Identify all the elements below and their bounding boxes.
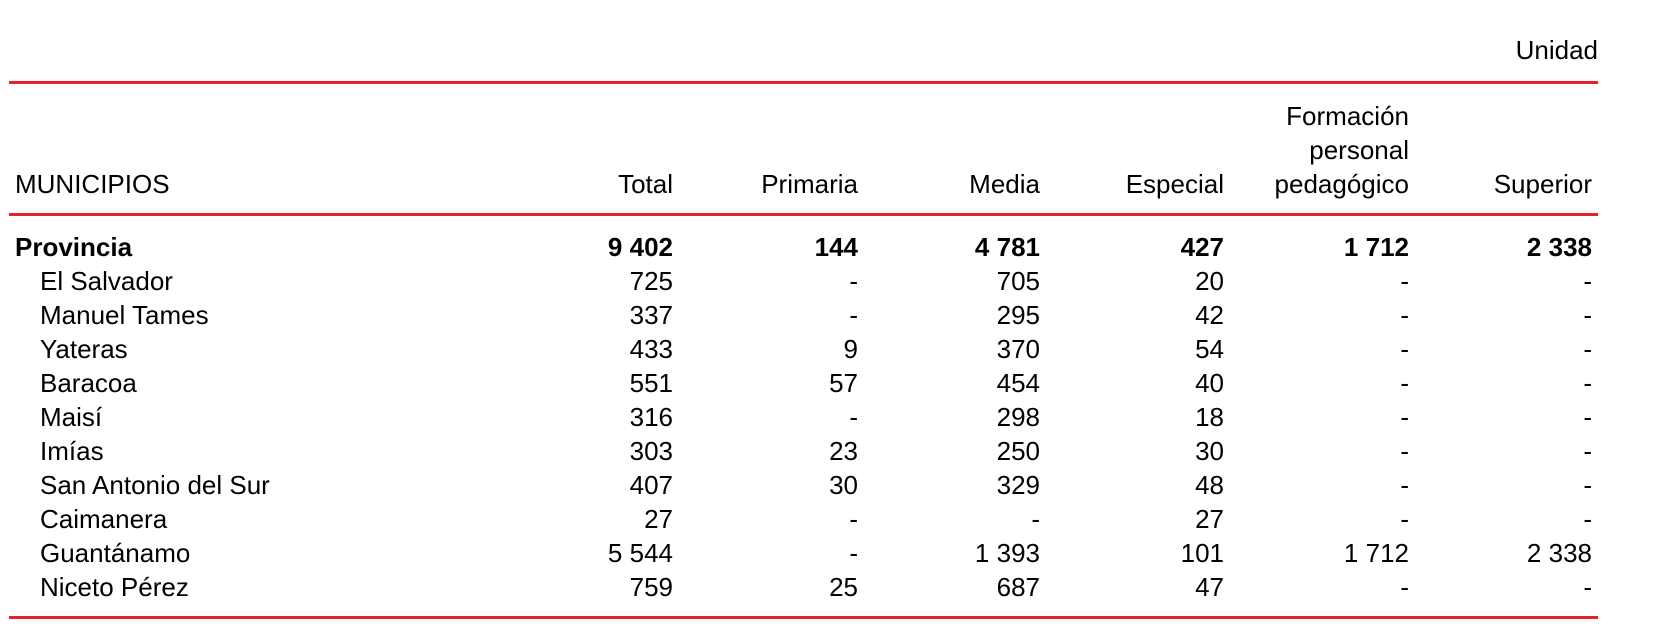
data-cell: 303 (629, 436, 673, 466)
row-label: Yateras (40, 334, 128, 364)
row-label: Provincia (15, 232, 133, 262)
column-header: Especial (1125, 169, 1224, 199)
row-label: Imías (40, 436, 104, 466)
data-cell: 407 (629, 470, 673, 500)
row-label: Caimanera (40, 504, 168, 534)
row-label: El Salvador (40, 266, 173, 296)
data-cell: - (849, 402, 858, 432)
data-cell: 27 (1195, 504, 1224, 534)
data-cell: 370 (996, 334, 1040, 364)
data-cell: 551 (629, 368, 673, 398)
data-cell: - (1400, 334, 1409, 364)
data-cell: 2 338 (1526, 232, 1592, 262)
column-header: Primaria (761, 169, 858, 199)
data-cell: 9 (843, 334, 858, 364)
data-cell: 54 (1195, 334, 1224, 364)
row-label: San Antonio del Sur (40, 470, 270, 500)
data-cell: - (1583, 504, 1592, 534)
data-cell: 23 (829, 436, 858, 466)
data-cell: - (1583, 368, 1592, 398)
column-header: MUNICIPIOS (15, 169, 170, 199)
data-cell: 18 (1195, 402, 1224, 432)
data-cell: 725 (629, 266, 673, 296)
data-cell: 298 (996, 402, 1040, 432)
row-label: Manuel Tames (40, 300, 209, 330)
data-cell: - (1400, 300, 1409, 330)
data-cell: - (1583, 334, 1592, 364)
data-cell: - (1583, 300, 1592, 330)
top-rule (9, 81, 1598, 84)
data-cell: 295 (996, 300, 1040, 330)
unit-label: Unidad (1515, 35, 1598, 65)
row-label: Guantánamo (40, 538, 191, 568)
data-cell: 30 (829, 470, 858, 500)
data-cell: 1 393 (974, 538, 1040, 568)
data-cell: - (1583, 470, 1592, 500)
column-header: Formación personal pedagógico (1274, 101, 1409, 199)
data-cell: - (1583, 402, 1592, 432)
data-cell: - (1031, 504, 1040, 534)
data-cell: 20 (1195, 266, 1224, 296)
data-cell: 1 712 (1343, 538, 1409, 568)
column-header: Total (618, 169, 673, 199)
data-cell: 427 (1180, 232, 1224, 262)
data-cell: 27 (644, 504, 673, 534)
data-cell: 687 (996, 572, 1040, 602)
data-cell: 759 (629, 572, 673, 602)
data-cell: 9 402 (607, 232, 673, 262)
bottom-rule (9, 616, 1598, 619)
data-cell: 48 (1195, 470, 1224, 500)
row-label: Baracoa (40, 368, 137, 398)
data-cell: 1 712 (1343, 232, 1409, 262)
data-cell: 433 (629, 334, 673, 364)
data-cell: - (1400, 470, 1409, 500)
data-cell: 705 (996, 266, 1040, 296)
data-cell: 47 (1195, 572, 1224, 602)
data-cell: - (849, 538, 858, 568)
data-cell: 2 338 (1526, 538, 1592, 568)
data-cell: 25 (829, 572, 858, 602)
data-cell: 30 (1195, 436, 1224, 466)
data-cell: 40 (1195, 368, 1224, 398)
row-label: Niceto Pérez (40, 572, 189, 602)
data-cell: - (849, 266, 858, 296)
data-cell: 144 (814, 232, 858, 262)
data-cell: - (1400, 368, 1409, 398)
data-cell: 250 (996, 436, 1040, 466)
data-cell: - (1400, 436, 1409, 466)
data-cell: - (1583, 266, 1592, 296)
data-cell: 101 (1180, 538, 1224, 568)
data-cell: 5 544 (607, 538, 673, 568)
data-cell: 454 (996, 368, 1040, 398)
data-cell: 337 (629, 300, 673, 330)
data-cell: 4 781 (974, 232, 1040, 262)
column-header: Media (969, 169, 1040, 199)
header-rule (9, 213, 1598, 216)
data-cell: - (1400, 266, 1409, 296)
data-cell: - (1400, 572, 1409, 602)
data-cell: 329 (996, 470, 1040, 500)
column-header: Superior (1493, 169, 1592, 199)
data-cell: - (1400, 402, 1409, 432)
data-cell: 57 (829, 368, 858, 398)
data-cell: - (1583, 572, 1592, 602)
data-cell: 42 (1195, 300, 1224, 330)
data-cell: - (1583, 436, 1592, 466)
data-cell: 316 (629, 402, 673, 432)
data-cell: - (849, 300, 858, 330)
data-cell: - (849, 504, 858, 534)
row-label: Maisí (40, 402, 103, 432)
data-cell: - (1400, 504, 1409, 534)
